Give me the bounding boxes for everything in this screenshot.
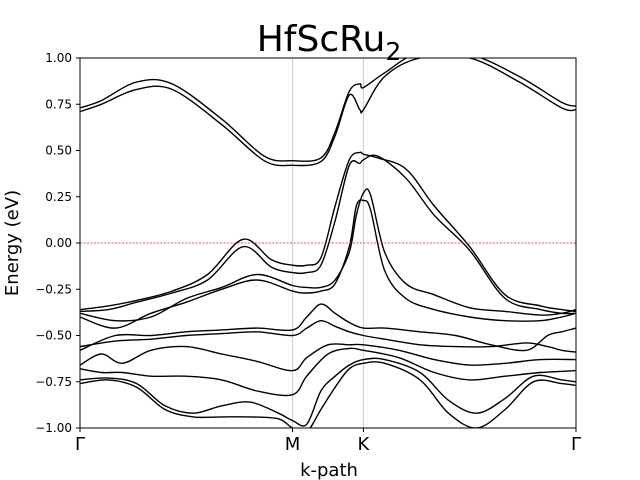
chart-title-main: HfScRu (257, 19, 386, 60)
y-axis: −1.00 −0.75 −0.50 −0.25 0.00 0.25 0.50 0.75 1.00 (35, 51, 80, 435)
band-line-3 (80, 151, 576, 313)
y-tick-label: 0.25 (45, 190, 72, 204)
y-tick-label: 1.00 (45, 51, 72, 65)
x-tick-label: K (358, 434, 371, 455)
x-tick-label: M (285, 434, 301, 455)
kpoint-lines (292, 58, 364, 428)
x-axis-label: k-path (300, 460, 358, 480)
band-line-5 (80, 188, 576, 322)
band-line-8 (80, 319, 576, 353)
chart-title-subscript: 2 (385, 37, 401, 66)
band-line-4 (80, 154, 576, 315)
band-line-12 (80, 361, 576, 428)
x-tick-label: Γ (75, 434, 85, 455)
band-line-11 (80, 357, 576, 427)
band-line-1 (80, 58, 576, 162)
band-line-9 (80, 343, 576, 372)
y-axis-label: Energy (eV) (2, 190, 23, 296)
y-tick-label: 0.00 (45, 236, 72, 250)
y-tick-label: −0.75 (35, 375, 72, 389)
y-tick-label: −0.25 (35, 282, 72, 296)
band-line-10 (80, 347, 576, 397)
band-line-7 (80, 303, 576, 352)
y-tick-label: −0.50 (35, 329, 72, 343)
y-tick-label: 0.50 (45, 144, 72, 158)
y-tick-label: 0.75 (45, 97, 72, 111)
band-lines (80, 58, 576, 428)
band-line-2 (80, 58, 576, 167)
y-tick-label: −1.00 (35, 421, 72, 435)
chart-title: HfScRu2 (257, 19, 402, 66)
band-line-6 (80, 199, 576, 329)
x-tick-label: Γ (571, 434, 581, 455)
